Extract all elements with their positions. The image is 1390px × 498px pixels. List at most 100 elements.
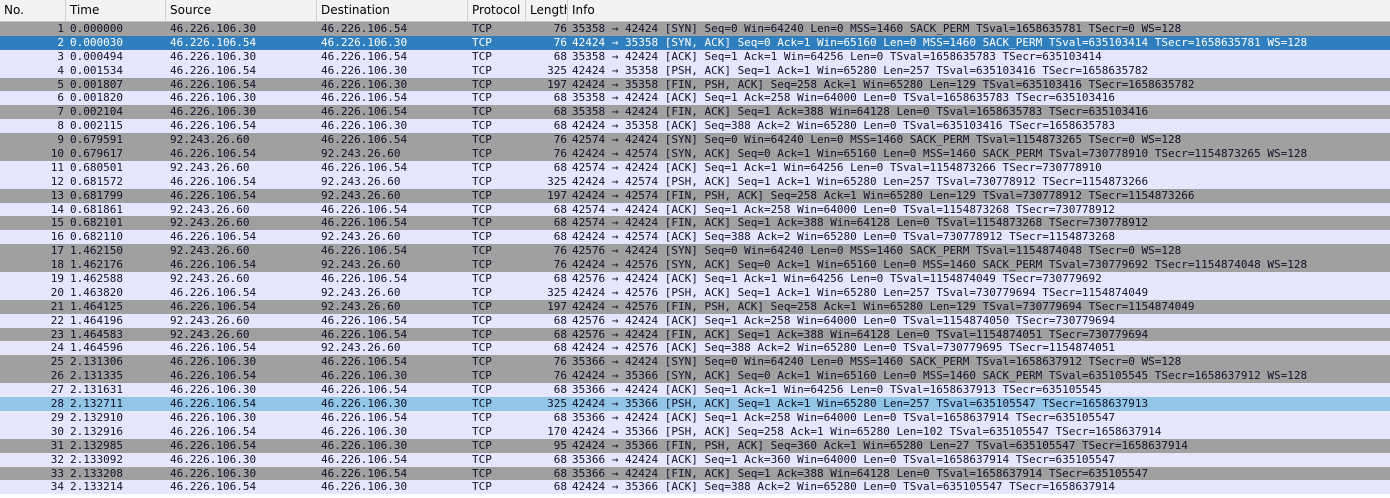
packet-length: 325 [547, 174, 567, 188]
packet-row[interactable]: 5 0.001807 46.226.106.54 46.226.106.30 TCP 19… [0, 77, 1390, 92]
packet-row[interactable]: 16 0.682110 46.226.106.54 92.243.26.60 TCP 68… [0, 230, 1390, 245]
packet-row[interactable]: 23 1.464583 92.243.26.60 46.226.106.54 TCP 68… [0, 327, 1390, 342]
packet-number: 27 [50, 383, 64, 397]
packet-row[interactable]: 19 1.462588 92.243.26.60 46.226.106.54 TCP 68… [0, 272, 1390, 286]
packet-source: 46.226.106.30 [170, 91, 257, 105]
packet-number: 28 [50, 397, 64, 411]
column-header-protocol[interactable]: Protocol [468, 0, 526, 21]
packet-row[interactable]: 22 1.464196 92.243.26.60 46.226.106.54 TCP 68… [0, 313, 1390, 328]
packet-row[interactable]: 34 2.133214 46.226.106.54 46.226.106.30 TCP 6… [0, 480, 1390, 495]
packet-number: 21 [50, 299, 64, 313]
packet-length: 68 [553, 272, 567, 286]
packet-row[interactable]: 10 0.679617 46.226.106.54 92.243.26.60 TCP 76… [0, 147, 1390, 161]
column-header-no[interactable]: No. [0, 0, 66, 21]
packet-protocol: TCP [472, 258, 492, 272]
packet-row[interactable]: 17 1.462150 92.243.26.60 46.226.106.54 TCP 76… [0, 244, 1390, 259]
packet-number: 25 [50, 355, 64, 369]
packet-row[interactable]: 32 2.133092 46.226.106.30 46.226.106.54 TCP 6… [0, 452, 1390, 467]
packet-row[interactable]: 21 1.464125 46.226.106.54 92.243.26.60 TCP 19… [0, 299, 1390, 314]
packet-length: 76 [553, 35, 567, 49]
packet-info: 42576 → 42424 [SYN] Seq=0 Win=64240 Len=… [572, 244, 1182, 258]
packet-time: 2.133214 [70, 480, 123, 494]
packet-length: 325 [547, 63, 567, 77]
packet-destination: 92.243.26.60 [321, 341, 401, 355]
packet-row[interactable]: 18 1.462176 46.226.106.54 92.243.26.60 TCP 76… [0, 258, 1390, 273]
packet-time: 2.133208 [70, 466, 123, 480]
packet-protocol: TCP [472, 299, 492, 313]
packet-number: 3 [57, 49, 64, 63]
packet-length: 76 [553, 258, 567, 272]
column-header-info[interactable]: Info [572, 3, 595, 17]
packet-row[interactable]: 15 0.682101 92.243.26.60 46.226.106.54 TCP 68… [0, 216, 1390, 231]
packet-protocol: TCP [472, 313, 492, 327]
packet-info: 42424 → 42576 [PSH, ACK] Seq=1 Ack=1 Win… [572, 285, 1149, 299]
packet-time: 0.679591 [70, 133, 123, 147]
packet-row[interactable]: 8 0.002115 46.226.106.54 46.226.106.30 TCP 68… [0, 119, 1390, 134]
packet-time: 0.679617 [70, 147, 123, 161]
packet-info: 42424 → 42576 [ACK] Seq=388 Ack=2 Win=65… [572, 341, 1116, 355]
packet-row[interactable]: 9 0.679591 92.243.26.60 46.226.106.54 TCP 76 4… [0, 133, 1390, 148]
packet-length: 68 [553, 383, 567, 397]
packet-number: 29 [50, 410, 64, 424]
column-header-source[interactable]: Source [166, 0, 317, 21]
packet-row[interactable]: 2 0.000030 46.226.106.54 46.226.106.30 TCP 76… [0, 35, 1390, 50]
packet-destination: 46.226.106.30 [321, 480, 408, 494]
packet-row[interactable]: 13 0.681799 46.226.106.54 92.243.26.60 TCP 19… [0, 188, 1390, 203]
packet-number: 34 [50, 480, 64, 494]
packet-number: 11 [50, 160, 64, 174]
packet-info: 42424 → 42574 [ACK] Seq=388 Ack=2 Win=65… [572, 230, 1116, 244]
packet-number: 18 [50, 258, 64, 272]
packet-row[interactable]: 25 2.131306 46.226.106.30 46.226.106.54 TCP 7… [0, 355, 1390, 370]
column-header-destination[interactable]: Destination [317, 0, 468, 21]
packet-info: 42576 → 42424 [ACK] Seq=1 Ack=1 Win=6425… [572, 272, 1102, 286]
packet-time: 0.002104 [70, 105, 123, 119]
packet-row[interactable]: 28 2.132711 46.226.106.54 46.226.106.30 TCP 3… [0, 397, 1390, 411]
packet-source: 92.243.26.60 [170, 327, 250, 341]
packet-row[interactable]: 33 2.133208 46.226.106.30 46.226.106.54 TCP 6… [0, 466, 1390, 481]
packet-info: 42424 → 35366 [PSH, ACK] Seq=1 Ack=1 Win… [572, 397, 1149, 411]
packet-protocol: TCP [472, 174, 492, 188]
packet-row[interactable]: 31 2.132985 46.226.106.54 46.226.106.30 TCP 9… [0, 438, 1390, 453]
packet-length: 76 [553, 355, 567, 369]
packet-number: 31 [50, 438, 64, 452]
packet-row[interactable]: 1 0.000000 46.226.106.30 46.226.106.54 TCP 76… [0, 22, 1390, 36]
packet-destination: 92.243.26.60 [321, 299, 401, 313]
packet-info: 42424 → 42576 [SYN, ACK] Seq=0 Ack=1 Win… [572, 258, 1308, 272]
packet-row[interactable]: 12 0.681572 46.226.106.54 92.243.26.60 TCP 32… [0, 174, 1390, 189]
packet-length: 68 [553, 327, 567, 341]
packet-protocol: TCP [472, 119, 492, 133]
packet-row[interactable]: 26 2.131335 46.226.106.54 46.226.106.30 TCP 7… [0, 369, 1390, 384]
packet-length: 68 [553, 216, 567, 230]
packet-source: 46.226.106.54 [170, 424, 257, 438]
packet-destination: 46.226.106.30 [321, 438, 408, 452]
packet-row[interactable]: 14 0.681861 92.243.26.60 46.226.106.54 TCP 68… [0, 202, 1390, 217]
packet-row[interactable]: 6 0.001820 46.226.106.30 46.226.106.54 TCP 68… [0, 91, 1390, 106]
packet-row[interactable]: 29 2.132910 46.226.106.30 46.226.106.54 TCP 6… [0, 410, 1390, 425]
packet-info: 42424 → 35366 [FIN, PSH, ACK] Seq=360 Ac… [572, 438, 1188, 452]
column-header-length[interactable]: Length [526, 0, 568, 21]
packet-info: 42424 → 35366 [ACK] Seq=388 Ack=2 Win=65… [572, 480, 1116, 494]
column-header-time[interactable]: Time [66, 0, 166, 21]
packet-destination: 46.226.106.30 [321, 63, 408, 77]
packet-row[interactable]: 4 0.001534 46.226.106.54 46.226.106.30 TCP 32… [0, 63, 1390, 78]
packet-source: 46.226.106.30 [170, 355, 257, 369]
packet-row[interactable]: 27 2.131631 46.226.106.30 46.226.106.54 TCP 6… [0, 383, 1390, 398]
packet-source: 92.243.26.60 [170, 216, 250, 230]
packet-row[interactable]: 7 0.002104 46.226.106.30 46.226.106.54 TCP 68… [0, 105, 1390, 120]
packet-row[interactable]: 3 0.000494 46.226.106.30 46.226.106.54 TCP 68… [0, 49, 1390, 64]
packet-row[interactable]: 20 1.463820 46.226.106.54 92.243.26.60 TCP 32… [0, 285, 1390, 300]
packet-info: 42574 → 42424 [SYN] Seq=0 Win=64240 Len=… [572, 133, 1182, 147]
packet-time: 1.464596 [70, 341, 123, 355]
packet-source: 46.226.106.54 [170, 174, 257, 188]
packet-protocol: TCP [472, 285, 492, 299]
packet-row[interactable]: 30 2.132916 46.226.106.54 46.226.106.30 TCP 1… [0, 424, 1390, 439]
packet-time: 0.681861 [70, 202, 123, 216]
packet-time: 2.131631 [70, 383, 123, 397]
packet-length: 197 [547, 299, 567, 313]
packet-row[interactable]: 24 1.464596 46.226.106.54 92.243.26.60 TCP 68… [0, 341, 1390, 356]
packet-time: 2.132985 [70, 438, 123, 452]
packet-row[interactable]: 11 0.680501 92.243.26.60 46.226.106.54 TCP 68… [0, 160, 1390, 175]
packet-time: 0.681572 [70, 174, 123, 188]
packet-number: 32 [50, 452, 64, 466]
